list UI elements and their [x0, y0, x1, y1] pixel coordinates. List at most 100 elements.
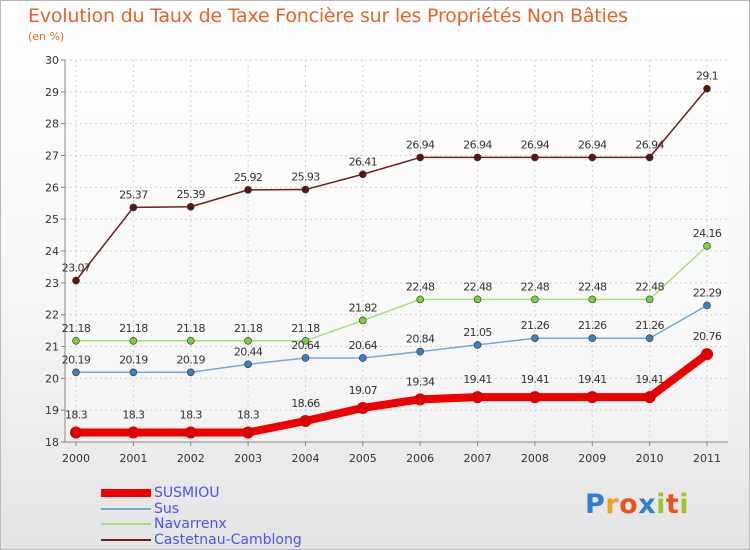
data-label: 20.19 [119, 353, 148, 366]
chart-unit-label: (en %) [28, 30, 65, 43]
x-tick-label: 2007 [464, 452, 492, 465]
logo-letter: i [679, 489, 690, 520]
y-tick-label: 19 [45, 404, 59, 417]
data-point [531, 295, 539, 304]
data-label: 21.18 [62, 322, 91, 335]
data-point [129, 368, 138, 377]
series-line-navarrenx [75, 245, 708, 342]
data-label: 26.94 [635, 138, 664, 151]
data-label: 19.07 [349, 384, 378, 397]
y-tick-label: 24 [45, 245, 59, 258]
data-label: 26.94 [463, 138, 492, 151]
data-point [645, 153, 654, 162]
legend-swatch [101, 523, 151, 525]
legend-label: SUSMIOU [154, 485, 220, 501]
y-tick-label: 23 [45, 277, 59, 290]
x-tick-label: 2000 [62, 452, 90, 465]
y-tick-label: 26 [45, 181, 59, 194]
data-point [416, 153, 424, 162]
proxiti-logo: Proxiti [585, 489, 689, 520]
data-label: 19.41 [463, 373, 492, 386]
data-point [184, 426, 197, 439]
x-tick-label: 2008 [521, 452, 549, 465]
data-label: 20.84 [406, 333, 435, 346]
data-label: 21.26 [521, 319, 550, 332]
data-label: 20.19 [62, 353, 91, 366]
series-line-sus [75, 304, 708, 374]
data-point [416, 347, 424, 356]
data-point [643, 391, 656, 404]
x-tick-label: 2001 [119, 452, 147, 465]
y-tick-label: 22 [45, 309, 59, 322]
data-label: 20.76 [693, 330, 722, 343]
x-tick-label: 2004 [291, 452, 319, 465]
legend-swatch [101, 489, 151, 497]
data-label: 21.05 [463, 326, 492, 339]
x-tick-label: 2002 [177, 452, 205, 465]
y-tick-label: 30 [45, 54, 59, 67]
data-point [703, 242, 711, 250]
data-point [72, 276, 80, 285]
data-label: 18.66 [291, 397, 320, 410]
data-point [701, 348, 713, 361]
data-point [588, 334, 597, 343]
logo-letter: x [638, 489, 657, 520]
legend-swatch [101, 538, 151, 541]
data-point [186, 336, 195, 345]
data-label: 22.48 [578, 280, 607, 293]
data-point [473, 341, 482, 349]
data-label: 18.3 [237, 408, 260, 421]
data-label: 21.82 [349, 301, 378, 314]
data-label: 22.48 [635, 280, 664, 293]
data-point [299, 414, 312, 427]
data-label: 25.39 [176, 188, 205, 201]
data-point [703, 84, 711, 93]
x-tick-label: 2011 [693, 452, 721, 465]
data-label: 21.26 [578, 319, 607, 332]
y-tick-label: 25 [45, 213, 59, 226]
data-label: 20.64 [291, 339, 320, 352]
x-tick-label: 2006 [406, 452, 434, 465]
logo-letter: i [656, 489, 666, 520]
data-point [645, 295, 654, 304]
data-point [531, 153, 539, 162]
y-tick-label: 27 [45, 150, 59, 163]
data-label: 19.34 [406, 375, 435, 388]
data-point [471, 391, 484, 404]
data-label: 22.48 [521, 280, 550, 293]
legend-label: Navarrenx [154, 516, 227, 532]
data-point [186, 368, 195, 377]
legend-label: Castetnau-Camblong [154, 531, 302, 548]
data-label: 24.16 [693, 227, 722, 240]
logo-letter: t [665, 489, 680, 520]
data-point [528, 391, 541, 404]
data-point [186, 202, 195, 211]
data-point [70, 426, 82, 439]
series-line-castetnau-camblong [75, 87, 708, 282]
x-tick-label: 2010 [636, 452, 664, 465]
series-line-susmiou [72, 350, 711, 437]
data-point [301, 336, 310, 345]
data-point [244, 360, 252, 369]
y-tick-label: 20 [45, 372, 59, 385]
data-label: 26.94 [578, 138, 607, 151]
data-label: 19.41 [521, 373, 550, 386]
logo-letter: r [605, 489, 620, 520]
data-label: 29.1 [696, 70, 718, 83]
x-tick-label: 2003 [234, 452, 262, 465]
data-point [244, 336, 252, 345]
data-point [359, 354, 367, 362]
data-label: 20.19 [176, 353, 205, 366]
data-point [588, 153, 597, 162]
data-point [72, 368, 80, 377]
data-label: 25.92 [234, 171, 263, 184]
logo-letter: o [619, 489, 639, 520]
data-point [129, 336, 138, 345]
data-label: 18.3 [122, 408, 145, 421]
data-point [416, 295, 424, 304]
data-label: 21.18 [291, 322, 320, 335]
data-point [645, 334, 654, 343]
data-point [127, 426, 140, 439]
y-tick-label: 18 [45, 436, 59, 449]
